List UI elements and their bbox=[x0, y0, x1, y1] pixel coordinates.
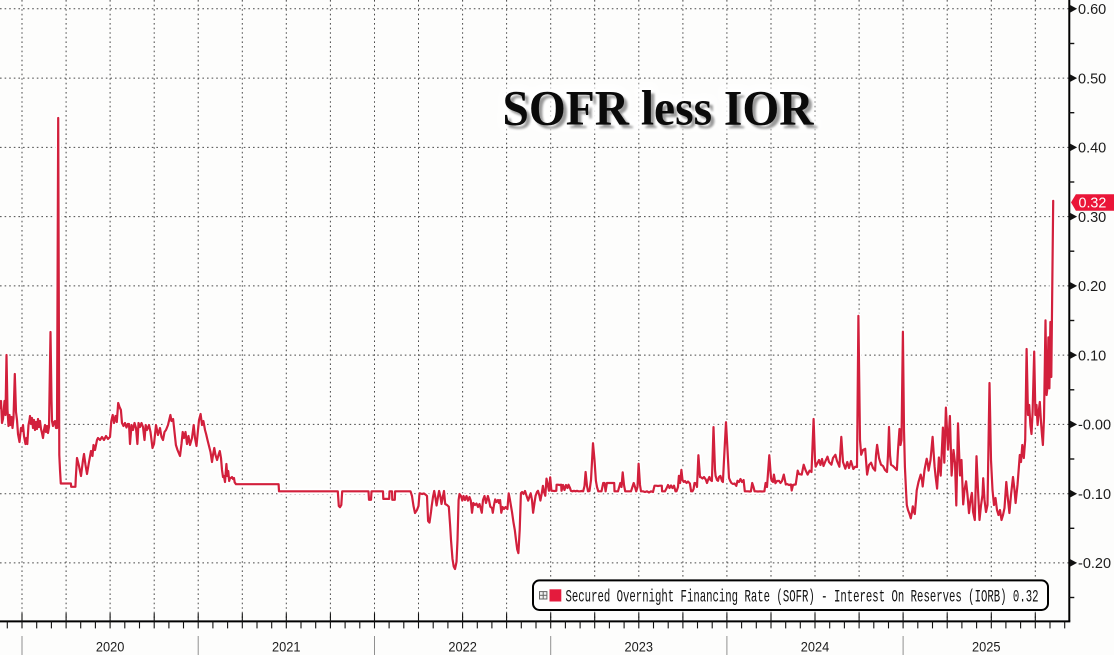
svg-text:0.32: 0.32 bbox=[1079, 196, 1107, 212]
svg-text:0.20: 0.20 bbox=[1078, 279, 1106, 295]
svg-text:2022: 2022 bbox=[448, 640, 477, 655]
svg-text:2024: 2024 bbox=[801, 640, 830, 655]
svg-text:2023: 2023 bbox=[625, 640, 654, 655]
svg-text:0.50: 0.50 bbox=[1078, 71, 1106, 87]
svg-text:SOFR less IOR: SOFR less IOR bbox=[503, 80, 815, 136]
svg-text:0.30: 0.30 bbox=[1078, 210, 1106, 226]
svg-text:0.60: 0.60 bbox=[1078, 2, 1106, 18]
svg-text:SOFR less IOR: SOFR less IOR bbox=[503, 80, 815, 136]
svg-text:-0.20: -0.20 bbox=[1078, 556, 1111, 572]
svg-text:2020: 2020 bbox=[96, 640, 125, 655]
svg-text:0.10: 0.10 bbox=[1078, 348, 1106, 364]
svg-text:Secured Overnight Financing Ra: Secured Overnight Financing Rate (SOFR) … bbox=[566, 588, 1039, 608]
svg-text:2025: 2025 bbox=[972, 640, 1001, 655]
svg-text:SOFR less IOR: SOFR less IOR bbox=[506, 83, 818, 139]
svg-text:2021: 2021 bbox=[272, 640, 301, 655]
svg-text:0.40: 0.40 bbox=[1078, 141, 1106, 157]
svg-text:-0.10: -0.10 bbox=[1078, 487, 1111, 503]
svg-text:-0.00: -0.00 bbox=[1078, 418, 1111, 434]
